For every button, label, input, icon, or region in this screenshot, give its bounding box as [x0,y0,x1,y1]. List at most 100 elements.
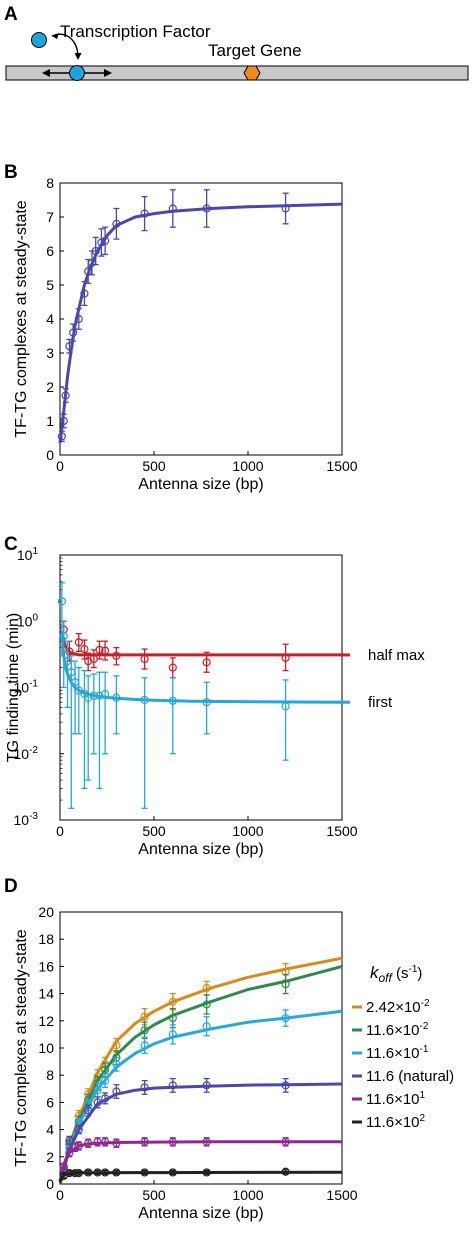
target-gene-icon [243,65,261,81]
y-tick-label: 8 [46,175,54,191]
y-axis-label: TF-TG complexes at steady-state [13,929,30,1167]
data-point [57,432,66,441]
y-tick-label: 10-3 [14,811,39,828]
data-point [101,1076,110,1085]
x-tick-label: 1500 [326,823,357,839]
data-point [168,663,177,672]
y-tick-label: 3 [46,345,54,361]
panel-letter-d: D [4,876,18,897]
tg-label: Target Gene [208,41,302,60]
panel-letter-b: B [4,162,18,183]
data-point [140,1137,149,1146]
data-point [202,984,211,993]
x-axis-label: Antenna size (bp) [138,841,263,858]
data-point [112,693,121,702]
y-tick-label: 100 [17,612,39,629]
data-point [281,653,290,662]
data-point [112,1087,121,1096]
legend-entry: 11.6×10-2 [366,1021,429,1039]
data-point [84,1106,93,1115]
panel-d: D [4,876,18,897]
series-curve [58,1082,343,1182]
data-point [202,658,211,667]
data-point [112,1168,121,1177]
chart-C: 0 500 1000 1500 Antenna size (bp) 10-3 10-2 10-… [5,546,425,858]
binding-arrowhead-top [52,33,59,39]
data-point [59,416,68,426]
panel-a: A Transcription Factor Target Gene [4,4,469,81]
panel-b: B [4,162,18,183]
data-point [168,1137,177,1146]
data-point [168,1013,177,1023]
x-tick-label: 1000 [232,823,263,839]
plot-frame [59,554,343,821]
series-0 [59,620,342,679]
legend-entry: 11.6×102 [366,1113,426,1131]
data-point [93,1098,102,1107]
y-tick-label: 6 [46,243,54,259]
x-tick-label: 500 [142,823,166,839]
data-point [65,647,74,656]
x-tick-label: 0 [56,458,64,474]
y-tick-label: 10 [38,1040,54,1056]
x-tick-label: 500 [142,1187,166,1203]
x-tick-label: 1500 [326,1187,357,1203]
y-tick-label: 10-1 [14,679,39,696]
panel-letter-c: C [4,534,18,555]
data-point [74,314,83,324]
series-curve [60,631,343,704]
series-4 [58,1137,342,1182]
x-tick-label: 1500 [326,458,357,474]
y-tick-label: 4 [46,1122,54,1138]
sliding-arrowhead-right [104,69,112,77]
data-point [95,645,104,654]
binding-arrowhead-bottom [74,53,82,60]
panel-letter-a: A [4,4,18,25]
legend-entry: 2.42×10-2 [366,998,430,1016]
series-curve [60,631,342,657]
data-point [61,391,70,400]
data-point [84,1168,93,1177]
data-point [140,695,149,704]
x-tick-label: 500 [142,458,166,474]
data-point [202,1000,211,1009]
data-point [168,1030,177,1039]
x-tick-label: 0 [56,1187,64,1203]
legend-title: koff (s-1) [370,963,422,985]
data-point [59,631,68,641]
series-0 [58,956,343,1182]
data-point [202,204,211,213]
data-point [65,1169,74,1178]
series-label: first [368,694,393,711]
data-point [168,696,177,705]
x-tick-label: 1000 [232,458,263,474]
data-point [202,1168,211,1177]
data-point [95,691,104,700]
y-tick-label: 12 [38,1013,54,1029]
data-point [101,1094,110,1103]
data-point [101,236,110,245]
x-axis-label: Antenna size (bp) [138,1205,263,1222]
tf-label: Transcription Factor [60,22,211,41]
data-point [59,1162,68,1171]
legend-entry: 11.6 (natural) [366,1068,454,1085]
x-tick-label: 0 [56,823,64,839]
y-tick-label: 14 [38,986,54,1002]
data-point [101,646,110,655]
data-point [112,651,121,660]
data-point [281,1137,290,1146]
y-axis-label: TF-TG complexes at steady-state [13,200,30,438]
series-5 [58,1167,343,1184]
panel-c: C [4,534,18,555]
y-tick-label: 8 [46,1067,54,1083]
data-point [89,691,98,700]
data-point [281,979,290,989]
series-0 [57,189,343,444]
data-point [91,246,100,256]
data-point [281,702,290,711]
data-point [65,342,74,351]
y-tick-label: 20 [38,904,54,920]
y-tick-label: 5 [46,277,54,293]
series-3 [58,1077,343,1182]
